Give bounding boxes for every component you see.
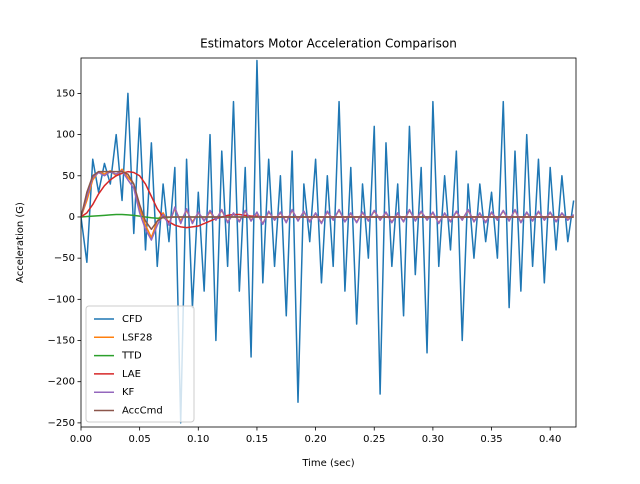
y-tick-label: −100 (48, 294, 75, 305)
chart-title: Estimators Motor Acceleration Comparison (200, 37, 457, 51)
y-tick-label: −200 (48, 377, 75, 388)
x-tick-label: 0.20 (304, 434, 326, 445)
x-tick-label: 0.40 (539, 434, 561, 445)
plot-lines (81, 59, 575, 424)
x-tick-label: 0.10 (187, 434, 209, 445)
series-line (81, 59, 575, 424)
series-line (81, 170, 574, 231)
series-line (81, 170, 575, 241)
legend-label: TTD (121, 351, 142, 362)
legend-label: LSF28 (122, 332, 152, 343)
y-tick-label: 100 (56, 130, 75, 141)
legend-label: KF (122, 387, 135, 398)
x-tick-label: 0.15 (246, 434, 268, 445)
y-tick-label: −50 (54, 253, 75, 264)
legend-label: CFD (122, 314, 143, 325)
x-tick-label: 0.00 (70, 434, 92, 445)
y-tick-label: 0 (69, 212, 75, 223)
x-tick-label: 0.35 (480, 434, 502, 445)
y-tick-label: 150 (56, 88, 75, 99)
x-tick-label: 0.30 (422, 434, 444, 445)
legend-box (85, 305, 195, 423)
y-tick-label: −150 (48, 336, 75, 347)
legend-label: LAE (122, 369, 141, 380)
x-axis-label: Time (sec) (301, 458, 354, 469)
legend-label: AccCmd (122, 406, 163, 417)
y-tick-label: 50 (62, 171, 75, 182)
y-tick-label: −250 (48, 418, 75, 429)
plot-frame (80, 57, 577, 428)
y-axis-label: Acceleration (G) (15, 202, 26, 283)
x-tick-label: 0.25 (363, 434, 385, 445)
x-tick-label: 0.05 (129, 434, 151, 445)
